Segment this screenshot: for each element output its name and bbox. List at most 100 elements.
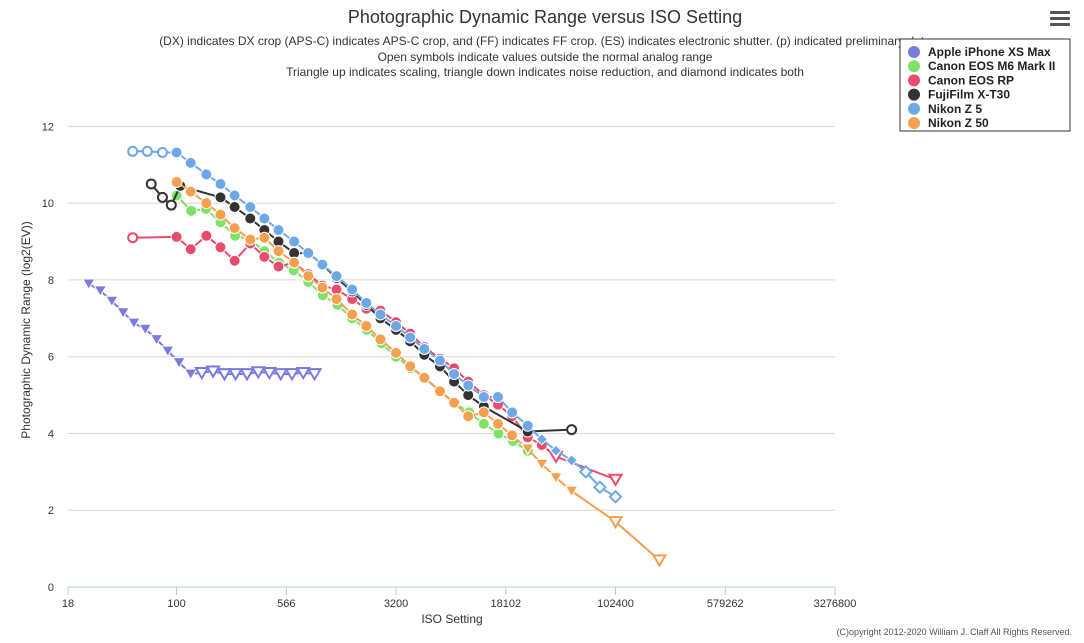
data-point[interactable]: [564, 485, 579, 498]
data-point[interactable]: [578, 464, 593, 479]
data-point[interactable]: [145, 178, 157, 190]
data-point[interactable]: [200, 197, 213, 210]
data-point[interactable]: [156, 191, 168, 203]
data-point[interactable]: [506, 406, 519, 419]
data-point[interactable]: [360, 296, 373, 309]
data-point[interactable]: [374, 333, 387, 346]
data-point[interactable]: [448, 367, 461, 380]
data-point[interactable]: [330, 293, 343, 306]
data-point[interactable]: [491, 390, 504, 403]
data-point[interactable]: [250, 366, 266, 380]
data-point[interactable]: [184, 243, 197, 256]
data-point[interactable]: [608, 489, 623, 504]
legend-item-label[interactable]: Canon EOS M6 Mark II: [928, 59, 1055, 73]
data-point[interactable]: [244, 200, 257, 213]
data-point[interactable]: [273, 368, 289, 382]
legend-item-label[interactable]: Nikon Z 5: [928, 102, 982, 116]
data-point[interactable]: [520, 443, 535, 456]
data-point[interactable]: [149, 334, 164, 346]
data-point[interactable]: [228, 200, 241, 213]
data-point[interactable]: [184, 185, 197, 198]
data-point[interactable]: [200, 229, 213, 242]
data-point[interactable]: [346, 283, 359, 296]
data-point[interactable]: [239, 368, 255, 382]
data-point[interactable]: [295, 367, 311, 381]
data-point[interactable]: [205, 365, 221, 379]
data-point[interactable]: [160, 345, 175, 358]
data-point[interactable]: [214, 241, 227, 254]
data-point[interactable]: [565, 454, 578, 467]
data-point[interactable]: [448, 396, 461, 409]
data-point[interactable]: [433, 385, 446, 398]
data-point[interactable]: [592, 480, 607, 495]
data-point[interactable]: [306, 368, 323, 382]
data-point[interactable]: [258, 250, 271, 263]
data-point[interactable]: [228, 222, 241, 235]
data-point[interactable]: [288, 235, 301, 248]
data-point[interactable]: [258, 231, 271, 244]
data-point[interactable]: [127, 317, 141, 330]
data-point[interactable]: [535, 433, 549, 446]
data-point[interactable]: [93, 285, 108, 298]
legend-item-label[interactable]: Nikon Z 50: [928, 116, 989, 130]
data-point[interactable]: [549, 472, 563, 484]
data-point[interactable]: [185, 204, 198, 217]
data-point[interactable]: [127, 232, 139, 244]
legend-item-label[interactable]: Apple iPhone XS Max: [928, 45, 1051, 59]
data-point[interactable]: [302, 247, 315, 260]
data-point[interactable]: [183, 368, 198, 381]
data-point[interactable]: [258, 212, 271, 225]
data-point[interactable]: [607, 515, 624, 530]
data-point[interactable]: [172, 357, 186, 369]
data-point[interactable]: [216, 368, 233, 382]
data-point[interactable]: [81, 278, 96, 291]
data-point[interactable]: [261, 367, 278, 381]
data-point[interactable]: [404, 331, 417, 344]
data-point[interactable]: [374, 308, 387, 321]
data-point[interactable]: [607, 473, 624, 487]
data-point[interactable]: [244, 212, 257, 225]
data-point[interactable]: [477, 406, 490, 419]
data-point[interactable]: [491, 417, 504, 430]
data-point[interactable]: [477, 390, 490, 403]
data-point[interactable]: [170, 230, 183, 243]
legend-item-label[interactable]: FujiFilm X-T30: [928, 88, 1010, 102]
data-point[interactable]: [330, 270, 343, 283]
data-point[interactable]: [272, 245, 285, 258]
data-point[interactable]: [566, 424, 578, 436]
data-point[interactable]: [214, 191, 227, 204]
data-point[interactable]: [462, 410, 475, 423]
data-point[interactable]: [156, 146, 168, 158]
data-point[interactable]: [316, 281, 329, 294]
data-point[interactable]: [390, 346, 403, 359]
data-point[interactable]: [534, 458, 549, 471]
data-point[interactable]: [346, 308, 359, 321]
data-point[interactable]: [214, 177, 227, 190]
data-point[interactable]: [141, 145, 153, 157]
data-point[interactable]: [418, 343, 431, 356]
data-point[interactable]: [433, 354, 446, 367]
data-point[interactable]: [288, 256, 301, 269]
data-point[interactable]: [284, 368, 300, 382]
data-point[interactable]: [244, 233, 257, 246]
data-point[interactable]: [360, 319, 373, 332]
data-point[interactable]: [506, 429, 519, 442]
data-point[interactable]: [194, 367, 210, 381]
data-point[interactable]: [127, 145, 139, 157]
data-point[interactable]: [170, 176, 183, 189]
chart-menu-button[interactable]: [1048, 8, 1072, 30]
data-point[interactable]: [228, 189, 241, 202]
data-point[interactable]: [302, 270, 315, 283]
data-point[interactable]: [184, 156, 197, 169]
data-point[interactable]: [521, 419, 534, 432]
data-point[interactable]: [105, 295, 119, 308]
data-point[interactable]: [272, 224, 285, 237]
legend-item-label[interactable]: Canon EOS RP: [928, 73, 1014, 87]
data-point[interactable]: [418, 371, 431, 384]
data-point[interactable]: [116, 307, 131, 319]
data-point[interactable]: [404, 360, 417, 373]
data-point[interactable]: [390, 319, 403, 332]
data-point[interactable]: [316, 258, 329, 271]
data-point[interactable]: [200, 168, 213, 181]
data-point[interactable]: [651, 554, 668, 568]
